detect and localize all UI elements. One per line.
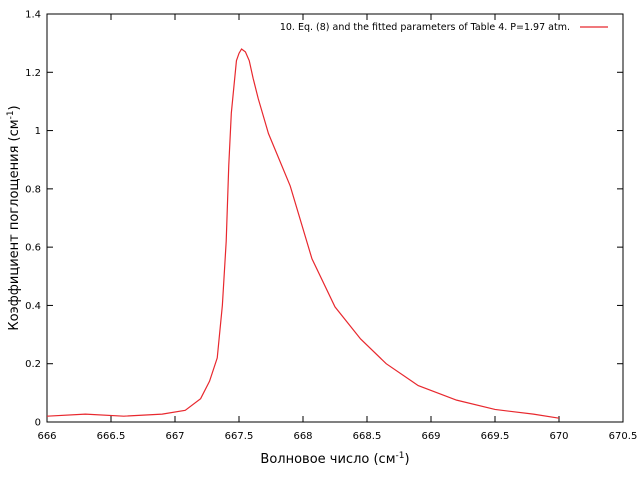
x-tick-label: 669.5 <box>481 431 510 442</box>
x-tick-label: 670.5 <box>609 431 638 442</box>
y-tick-label: 1 <box>35 126 41 137</box>
series-line <box>46 48 560 419</box>
plot-frame <box>46 13 624 423</box>
y-tick-label: 0.2 <box>25 359 41 370</box>
x-axis: 666 666.5 667 667.5 668 668.5 669 669.5 670 670.5 <box>37 14 637 442</box>
y-tick-label: 0 <box>35 418 41 429</box>
x-tick-label: 667 <box>165 431 184 442</box>
y-tick-label: 0.4 <box>25 301 41 312</box>
x-tick-label: 667.5 <box>225 431 254 442</box>
y-axis-title: Коэффициент поглощения (см-1) <box>6 105 22 330</box>
y-tick-label: 0.8 <box>25 184 41 195</box>
x-tick-label: 666.5 <box>97 431 126 442</box>
legend: 10. Eq. (8) and the fitted parameters of… <box>280 22 608 33</box>
x-tick-label: 668 <box>293 431 312 442</box>
y-tick-label: 1.2 <box>25 68 41 79</box>
y-tick-label: 1.4 <box>25 10 41 21</box>
legend-label: 10. Eq. (8) and the fitted parameters of… <box>280 22 570 33</box>
x-axis-title: Волновое число (см-1) <box>260 451 409 467</box>
x-tick-label: 668.5 <box>353 431 382 442</box>
y-axis: 0 0.2 0.4 0.6 0.8 1 1.2 1.4 <box>25 10 623 429</box>
x-tick-label: 669 <box>421 431 440 442</box>
y-tick-label: 0.6 <box>25 243 41 254</box>
x-tick-label: 666 <box>37 431 56 442</box>
x-tick-label: 670 <box>549 431 568 442</box>
